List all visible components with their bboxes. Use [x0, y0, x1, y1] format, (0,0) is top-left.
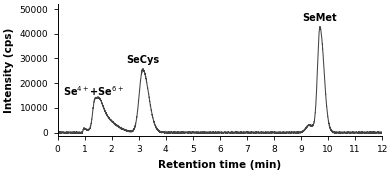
- Y-axis label: Intensity (cps): Intensity (cps): [4, 28, 14, 113]
- X-axis label: Retention time (min): Retention time (min): [158, 160, 281, 170]
- Text: Se$^{4+}$+Se$^{6+}$: Se$^{4+}$+Se$^{6+}$: [64, 84, 125, 98]
- Text: SeCys: SeCys: [126, 55, 159, 65]
- Text: SeMet: SeMet: [303, 13, 337, 23]
